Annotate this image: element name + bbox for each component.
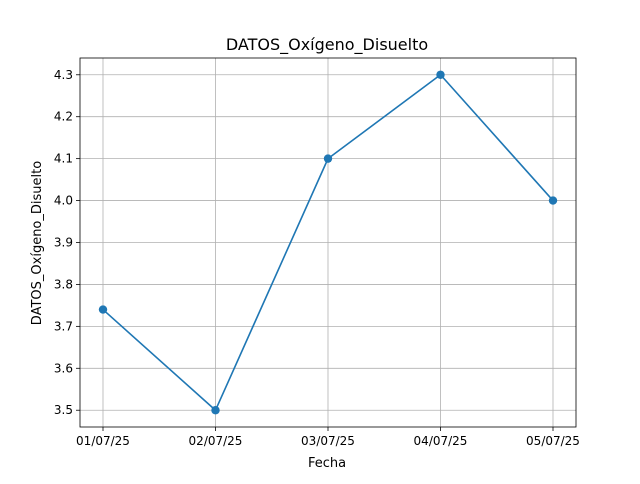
x-axis-label: Fecha (308, 456, 346, 471)
data-point (211, 406, 220, 415)
x-tick-label: 02/07/25 (189, 434, 243, 448)
data-point (436, 70, 445, 79)
y-tick-label: 4.2 (54, 110, 73, 124)
y-tick-label: 3.8 (54, 277, 73, 291)
y-tick-label: 4.1 (54, 152, 73, 166)
y-tick-label: 3.6 (54, 361, 73, 375)
series-layer (98, 70, 558, 415)
x-tick-label: 04/07/25 (414, 434, 468, 448)
data-point (98, 305, 108, 314)
x-tick-label: 03/07/25 (301, 434, 355, 448)
y-axis-label: DATOS_Oxígeno_Disuelto (30, 161, 45, 325)
grid (80, 58, 576, 427)
y-tick-label: 3.7 (54, 319, 73, 333)
ticks: 01/07/25 02/07/25 03/07/25 04/07/25 05/07/25… (54, 68, 580, 448)
x-tick-label: 05/07/25 (526, 434, 580, 448)
y-tick-label: 4.3 (54, 68, 73, 82)
y-tick-label: 4.0 (54, 194, 73, 208)
y-tick-label: 3.9 (54, 236, 73, 250)
x-tick-label: 01/07/25 (76, 434, 130, 448)
data-point (548, 196, 558, 205)
y-tick-label: 3.5 (54, 403, 73, 417)
data-point (323, 154, 333, 163)
chart-title: DATOS_Oxígeno_Disuelto (226, 35, 428, 55)
